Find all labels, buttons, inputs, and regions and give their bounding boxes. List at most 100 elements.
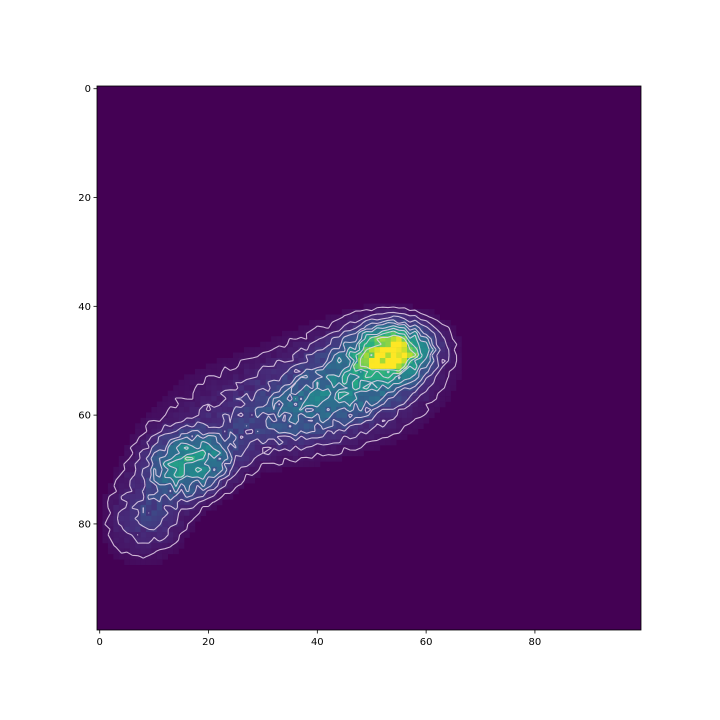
heatmap-cell [205,363,212,370]
heatmap-cell [390,368,397,375]
heatmap-cell [189,428,196,435]
heatmap-cell [412,330,419,337]
heatmap-cell [189,477,196,484]
heatmap-cell [385,309,392,315]
heatmap-cell [292,401,299,408]
heatmap-cell [456,363,462,370]
heatmap-cell [363,434,370,440]
heatmap-cell [200,401,207,408]
heatmap-cell [281,358,288,364]
heatmap-cell [151,445,158,451]
heatmap-cell [330,325,337,332]
heatmap-cell [396,336,402,342]
heatmap-cell [211,401,217,408]
heatmap-cell [227,472,234,478]
heatmap-cell [396,379,402,386]
heatmap-cell [292,341,299,348]
heatmap-cell [276,363,283,370]
heatmap-cell [254,363,261,370]
contour-lines [104,306,458,559]
heatmap-cell [428,347,435,353]
heatmap-cell [325,401,332,408]
heatmap-cell [379,385,386,391]
heatmap-cell [396,428,402,435]
heatmap-cell [439,319,446,326]
heatmap-cell [200,510,207,517]
heatmap-cell [325,374,332,381]
heatmap-cell [184,379,190,386]
heatmap-cell [107,548,114,555]
heatmap-cell [309,358,315,364]
heatmap-cell [189,515,196,522]
heatmap-cell [113,472,120,478]
heatmap-cell [184,455,190,462]
heatmap-cell [113,532,120,538]
heatmap-cell [167,439,174,446]
heatmap-cell [173,542,179,549]
heatmap-cell [233,472,239,478]
heatmap-cell [211,417,217,424]
heatmap-cell [271,466,277,473]
plot-area [97,86,641,630]
heatmap-cell [156,499,163,506]
heatmap-cell [233,412,239,419]
heatmap-cell [167,461,174,468]
heatmap-cell [162,494,169,500]
heatmap-cell [265,455,272,462]
heatmap-cell [151,406,158,413]
heatmap-cell [287,330,294,337]
heatmap-cell [205,445,212,451]
heatmap-cell [445,341,451,348]
heatmap-cell [298,325,305,332]
heatmap-cell [156,559,163,566]
heatmap-cell [271,385,277,391]
heatmap-cell [189,521,196,527]
heatmap-cell [124,553,130,560]
heatmap-cell [276,385,283,391]
heatmap-cell [281,450,288,457]
heatmap-cell [216,406,223,413]
heatmap-cell [260,450,266,457]
heatmap-cell [173,461,179,468]
heatmap-cell [156,537,163,544]
heatmap-cell [417,396,424,402]
x-tick-label: 0 [97,637,103,648]
heatmap-cell [211,450,217,457]
heatmap-cell [390,336,397,342]
heatmap-cell [374,341,381,348]
heatmap-cell [254,412,261,419]
heatmap-cell [189,510,196,517]
heatmap-cell [243,461,250,468]
heatmap-cell [145,542,152,549]
heatmap-cell [423,390,430,397]
heatmap-cell [216,428,223,435]
heatmap-cell [222,379,228,386]
heatmap-cell [358,423,364,430]
heatmap-cell [271,455,277,462]
heatmap-cell [189,406,196,413]
heatmap-cell [178,483,185,489]
heatmap-cell [205,417,212,424]
heatmap-cell [396,417,402,424]
heatmap-cell [401,347,408,353]
heatmap-cell [434,363,441,370]
heatmap-cell [347,374,353,381]
heatmap-cell [336,325,343,332]
heatmap-cell [390,396,397,402]
heatmap-cell [238,483,245,489]
heatmap-cell [320,319,326,326]
heatmap-cell [222,477,228,484]
heatmap-cell [227,374,234,381]
contour-line [142,319,437,514]
heatmap-cell [167,401,174,408]
heatmap-cell [417,325,424,332]
heatmap-cell [379,363,386,370]
heatmap-cell [352,396,359,402]
heatmap-cell [216,423,223,430]
heatmap-cell [336,341,343,348]
heatmap-cell [401,358,408,364]
heatmap-cell [407,368,413,375]
heatmap-cell [205,483,212,489]
heatmap-cell [439,390,446,397]
heatmap-cell [145,439,152,446]
